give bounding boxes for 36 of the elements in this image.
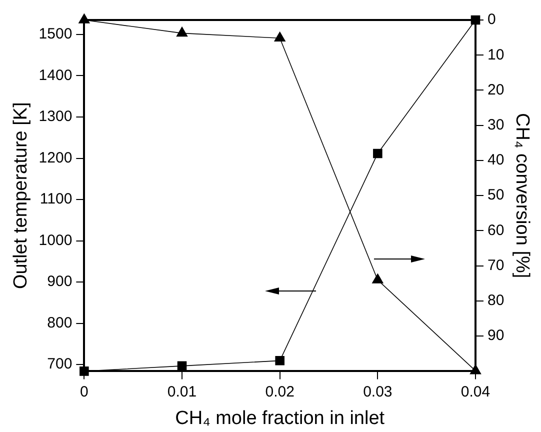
y-tick-label: 800: [47, 314, 72, 332]
y2-tick-label: 0: [488, 11, 496, 28]
y-tick-label: 700: [47, 356, 72, 373]
point: [176, 26, 188, 37]
point: [470, 364, 482, 374]
y2-tick-label: 50: [488, 186, 504, 204]
x-tick-label: 0.03: [363, 383, 392, 400]
x-axis-title: CH₄ mole fraction in inlet: [175, 408, 386, 429]
point: [275, 356, 284, 366]
x-tick-label: 0.04: [460, 383, 490, 400]
y2-tick-label: 20: [488, 81, 504, 98]
point: [80, 366, 89, 376]
y-tick-label: 1300: [38, 108, 72, 126]
point: [373, 148, 382, 158]
y-tick-label: 900: [47, 273, 72, 290]
y2-tick-label: 40: [488, 152, 504, 169]
y2-tick-label: 30: [488, 116, 504, 134]
x-tick-label: 0.01: [167, 383, 197, 400]
point: [372, 274, 384, 284]
point: [177, 361, 187, 371]
y2-tick-label: 10: [488, 46, 504, 64]
x-tick-label: 0: [80, 383, 88, 400]
point: [274, 32, 286, 42]
x-tick-label: 0.02: [265, 383, 294, 400]
y2-tick-label: 60: [488, 222, 504, 239]
y-tick-label: 1500: [38, 26, 72, 43]
y-tick-label: 1000: [38, 232, 72, 249]
y-tick-label: 1400: [38, 66, 72, 84]
y-tick-label: 1100: [40, 190, 72, 208]
y-axis-title: Outlet temperature [K]: [10, 102, 32, 290]
y2-axis-title: CH₄ conversion [%]: [511, 113, 532, 278]
point: [78, 14, 90, 24]
y2-tick-label: 90: [488, 327, 504, 344]
y2-tick-label: 80: [488, 292, 504, 310]
y2-tick-label: 70: [488, 256, 504, 274]
y-tick-label: 1200: [38, 149, 72, 166]
